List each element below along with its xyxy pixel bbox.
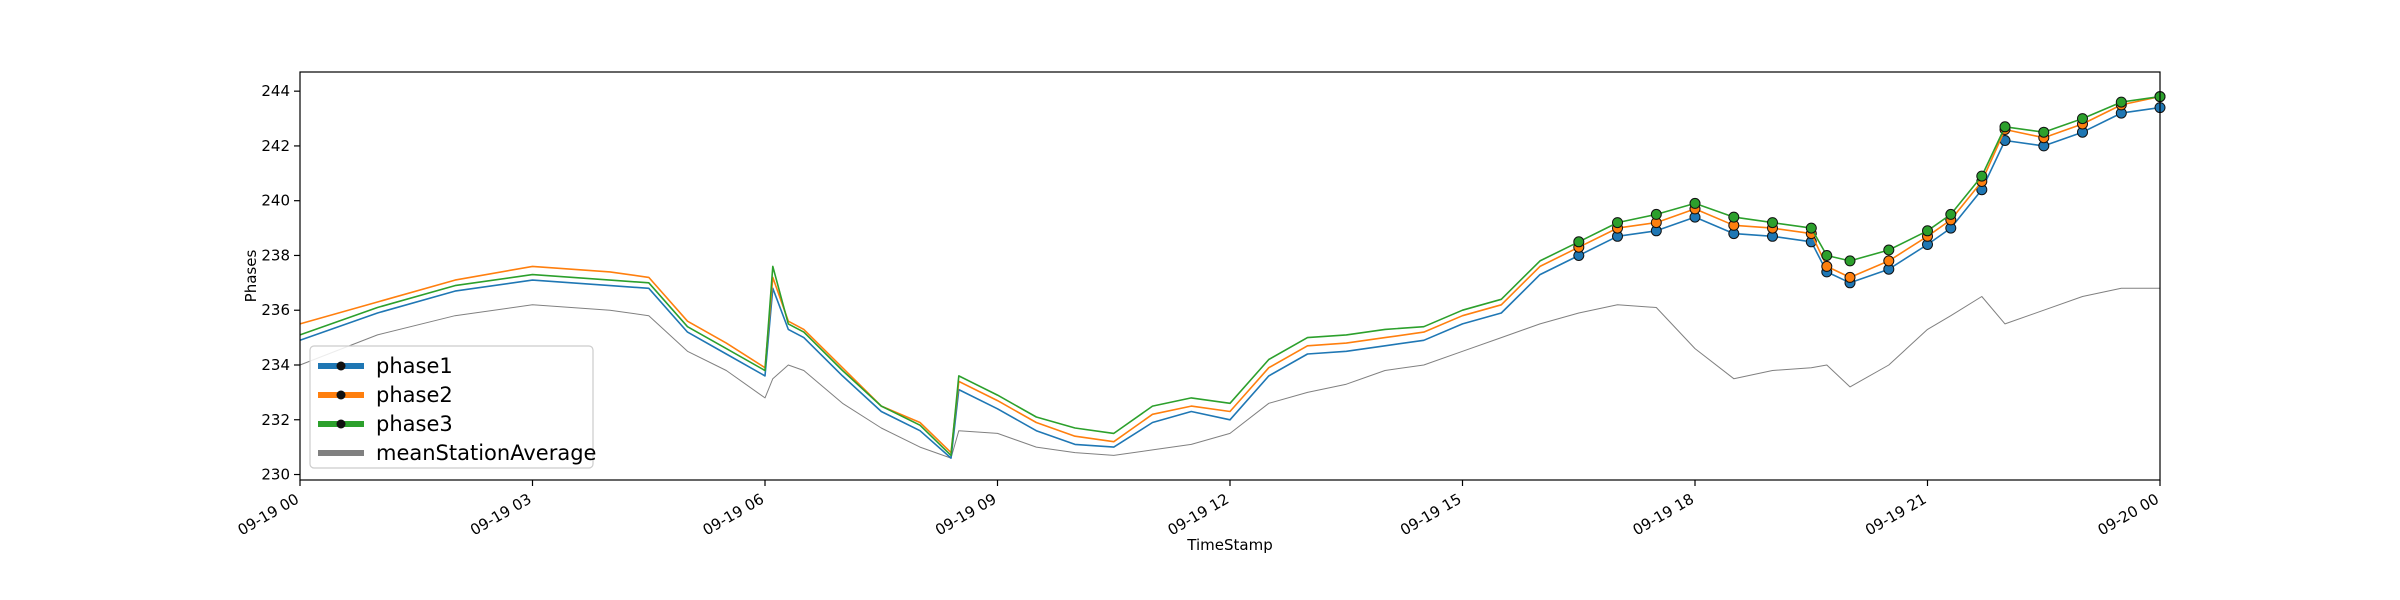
data-point-phase3 <box>1689 197 1701 209</box>
x-axis-label: TimeStamp <box>1186 536 1272 554</box>
data-point-phase3 <box>1945 208 1957 220</box>
data-point-phase3 <box>1573 236 1585 248</box>
data-point-phase3 <box>1883 244 1895 256</box>
legend-label-phase3: phase3 <box>376 412 453 436</box>
y-tick-label: 244 <box>261 82 290 100</box>
series-layer <box>299 91 2166 459</box>
data-point-phase3 <box>1650 208 1662 220</box>
y-tick-label: 240 <box>261 192 290 210</box>
data-point-phase2 <box>1883 255 1895 267</box>
data-point-phase2 <box>1844 271 1856 283</box>
y-axis: 230 232 234 236 238 240 242 244 <box>261 82 300 484</box>
y-tick-label: 230 <box>261 466 290 484</box>
data-point-phase3 <box>1821 250 1833 261</box>
data-point-phase3 <box>2038 126 2050 138</box>
data-point-phase3 <box>1612 217 1623 229</box>
legend-label-meanStationAverage: meanStationAverage <box>376 441 596 465</box>
legend: phase1 phase2 phase3 meanStationAverage <box>309 345 596 469</box>
data-point-phase3 <box>1976 170 1988 182</box>
legend-marker-phase1 <box>336 361 346 371</box>
data-point-phase3 <box>2115 96 2127 108</box>
y-tick-label: 234 <box>261 356 290 374</box>
y-tick-label: 242 <box>261 137 290 155</box>
data-point-phase3 <box>1844 255 1856 267</box>
y-tick-label: 236 <box>261 301 290 319</box>
legend-label-phase1: phase1 <box>376 354 453 378</box>
data-point-phase2 <box>1821 260 1833 272</box>
data-point-phase3 <box>1767 217 1778 229</box>
data-point-phase3 <box>1728 211 1740 223</box>
y-axis-label: Phases <box>242 250 260 303</box>
data-point-phase3 <box>1999 121 2011 133</box>
data-point-phase3 <box>1805 222 1817 234</box>
y-tick-label: 232 <box>261 411 290 429</box>
y-tick-label: 238 <box>261 246 290 264</box>
series-line-phase3 <box>299 95 2161 457</box>
legend-marker-phase3 <box>336 419 346 429</box>
legend-box <box>309 345 594 469</box>
data-point-phase3 <box>1922 225 1933 237</box>
data-point-phase3 <box>2077 113 2088 125</box>
legend-label-phase2: phase2 <box>376 383 453 407</box>
series-line-meanStationAverage <box>299 287 2160 459</box>
legend-marker-phase2 <box>336 390 346 400</box>
